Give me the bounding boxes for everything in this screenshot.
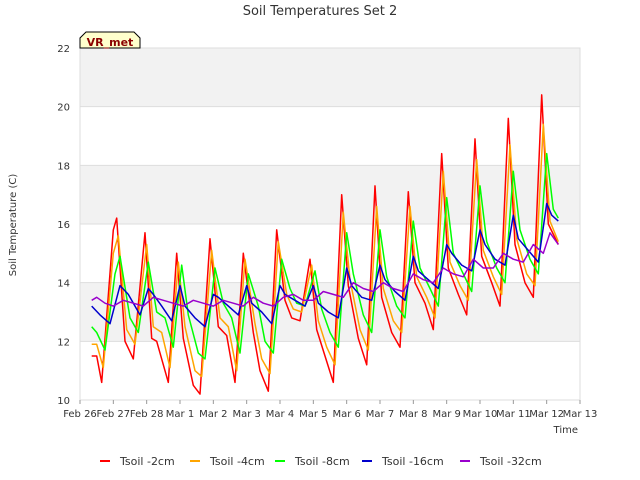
series-line — [91, 152, 559, 360]
y-tick-labels: 10 12 14 16 18 20 22 — [57, 44, 70, 407]
chart-title: Soil Temperatures Set 2 — [243, 4, 398, 19]
x-tick-label: Mar 13 — [563, 409, 598, 420]
x-tick-label: Mar 5 — [299, 409, 327, 420]
station-badge: VR_met — [79, 31, 141, 49]
plot-band — [80, 165, 580, 224]
badge-box — [79, 31, 141, 49]
x-tick-label: Mar 8 — [399, 409, 427, 420]
x-axis-label: Time — [553, 425, 578, 436]
x-tick-label: Mar 4 — [266, 409, 294, 420]
x-tick-label: Mar 10 — [463, 409, 498, 420]
legend: Tsoil -2cm Tsoil -4cm Tsoil -8cm Tsoil -16c… — [100, 455, 542, 468]
x-tick-labels: Feb 26 Feb 27 Feb 28 Mar 1 Mar 2 Mar 3 Mar 4 Ma… — [63, 400, 597, 420]
legend-label: Tsoil -4cm — [209, 455, 265, 468]
x-tick-label: Mar 2 — [199, 409, 227, 420]
x-tick-label: Mar 7 — [366, 409, 394, 420]
y-tick-label: 10 — [57, 396, 70, 407]
plot-border — [79, 47, 581, 401]
y-tick-label: 12 — [57, 337, 70, 348]
x-tick-label: Mar 3 — [232, 409, 260, 420]
series-line — [91, 123, 559, 378]
x-tick-label: Mar 11 — [496, 409, 531, 420]
series-line — [91, 202, 559, 328]
y-tick-label: 18 — [57, 161, 70, 172]
y-tick-label: 22 — [57, 44, 70, 55]
x-tick-label: Mar 6 — [332, 409, 360, 420]
y-tick-label: 16 — [57, 220, 70, 231]
legend-label: Tsoil -32cm — [479, 455, 542, 468]
x-tick-label: Mar 9 — [432, 409, 460, 420]
x-tick-label: Feb 26 — [63, 409, 97, 420]
x-tick-label: Feb 27 — [97, 409, 131, 420]
y-tick-label: 20 — [57, 103, 70, 114]
legend-label: Tsoil -16cm — [381, 455, 444, 468]
x-tick-label: Feb 28 — [130, 409, 164, 420]
legend-label: Tsoil -8cm — [294, 455, 350, 468]
x-tick-label: Mar 1 — [166, 409, 194, 420]
y-tick-label: 14 — [57, 279, 70, 290]
plot-band — [80, 48, 580, 107]
legend-label: Tsoil -2cm — [119, 455, 175, 468]
series-line — [91, 232, 559, 307]
badge-label: VR_met — [87, 36, 134, 49]
series-lines — [91, 94, 559, 395]
y-axis-label: Soil Temperature (C) — [8, 174, 19, 277]
x-tick-label: Mar 12 — [529, 409, 564, 420]
